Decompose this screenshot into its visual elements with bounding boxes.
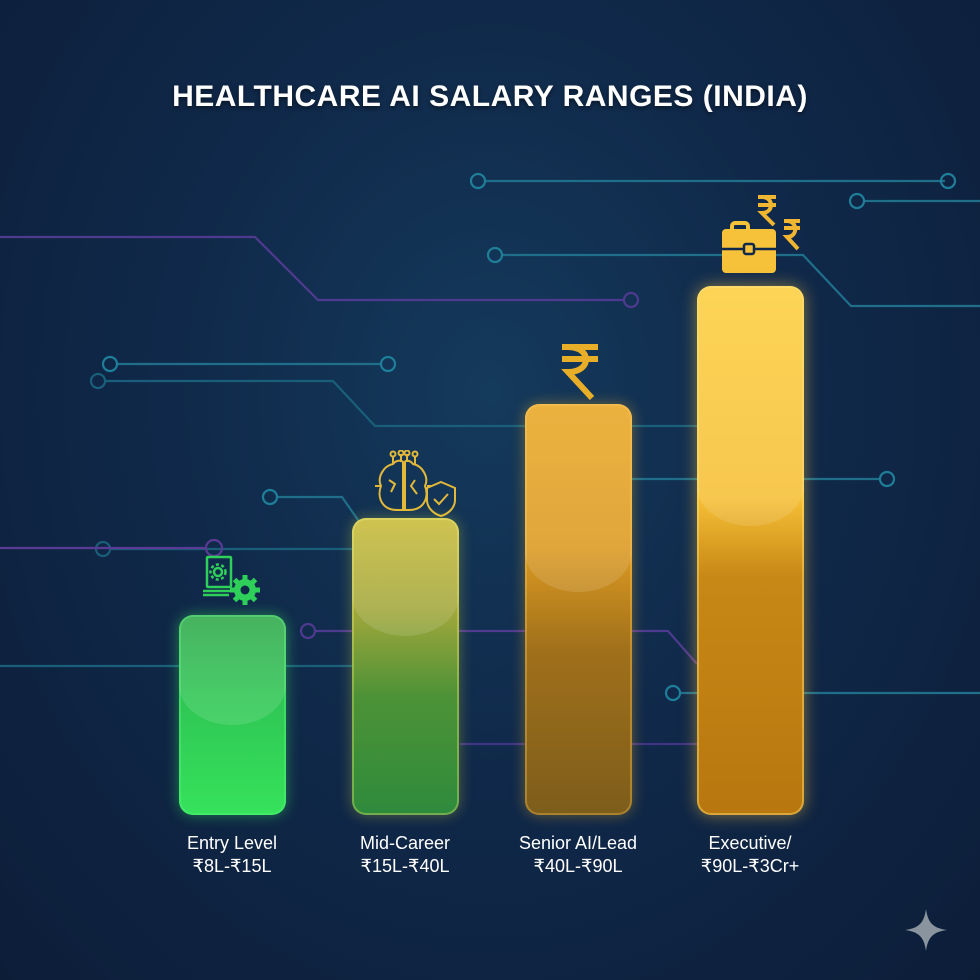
salary-range: ₹40L-₹90L — [533, 856, 623, 876]
ai-brain-shield-icon — [371, 449, 461, 523]
category-name: Senior AI/Lead — [518, 833, 638, 853]
label-entry-level: Entry Level ₹8L-₹15L — [152, 832, 312, 878]
bar-mid-career — [352, 518, 459, 815]
label-senior-ai-lead: Senior AI/Lead ₹40L-₹90L — [498, 832, 658, 878]
bar-entry-level — [179, 615, 286, 815]
label-mid-career: Mid-Career ₹15L-₹40L — [325, 832, 485, 878]
briefcase-rupee-icon — [720, 193, 810, 282]
bar-senior-ai-lead — [525, 404, 632, 815]
category-name: Entry Level — [186, 833, 278, 853]
salary-range: ₹90L-₹3Cr+ — [700, 856, 800, 876]
rupee-icon — [558, 342, 602, 405]
category-name: Mid-Career — [359, 833, 451, 853]
laptop-gear-icon — [201, 555, 271, 612]
chart-title: HEALTHCARE AI SALARY RANGES (INDIA) — [172, 80, 808, 113]
label-executive: Executive/ ₹90L-₹3Cr+ — [670, 832, 830, 878]
category-name: Executive/ — [708, 833, 792, 853]
sparkle-icon — [903, 907, 949, 958]
salary-range: ₹15L-₹40L — [360, 856, 450, 876]
salary-range: ₹8L-₹15L — [192, 856, 272, 876]
bar-executive — [697, 286, 804, 815]
